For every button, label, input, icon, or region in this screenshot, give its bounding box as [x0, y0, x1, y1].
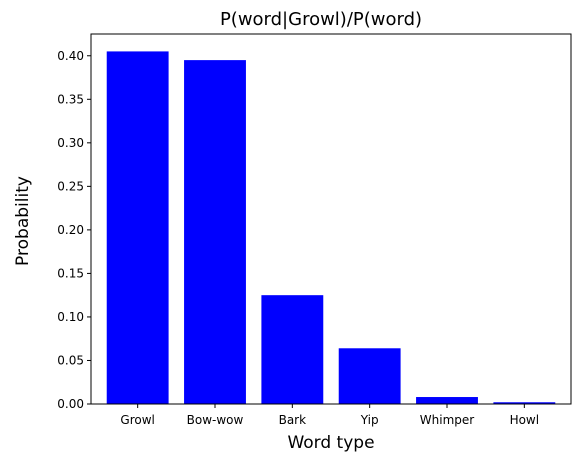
- y-tick-label: 0.35: [57, 92, 84, 106]
- x-axis-title: Word type: [287, 433, 374, 453]
- chart-title: P(word|Growl)/P(word): [220, 9, 422, 30]
- bar-yip: [338, 348, 401, 404]
- bar-whimper: [416, 397, 478, 404]
- x-tick-label: Bark: [279, 413, 307, 427]
- x-tick-label: Yip: [360, 413, 379, 427]
- bar-growl: [106, 51, 169, 404]
- bar-bow-wow: [184, 60, 246, 404]
- y-tick-label: 0.00: [57, 397, 84, 411]
- y-tick-label: 0.25: [57, 179, 84, 193]
- bar-bark: [261, 295, 324, 404]
- x-tick-label: Whimper: [420, 413, 474, 427]
- x-tick-label: Howl: [510, 413, 540, 427]
- y-tick-label: 0.10: [57, 310, 84, 324]
- x-tick-label: Bow-wow: [187, 413, 244, 427]
- y-tick-label: 0.05: [57, 353, 84, 367]
- bar-howl: [493, 402, 556, 404]
- y-tick-label: 0.20: [57, 223, 84, 237]
- y-tick-label: 0.40: [57, 49, 84, 63]
- y-axis-title: Probability: [13, 176, 33, 266]
- plot-area: 0.00 0.05 0.10 0.15 0.20 0.25 0.30 0.35 0.40 Grow…: [57, 49, 556, 427]
- plot-frame: [90, 33, 572, 405]
- y-tick-label: 0.30: [57, 136, 84, 150]
- x-tick-label: Growl: [120, 413, 154, 427]
- y-tick-label: 0.15: [57, 266, 84, 280]
